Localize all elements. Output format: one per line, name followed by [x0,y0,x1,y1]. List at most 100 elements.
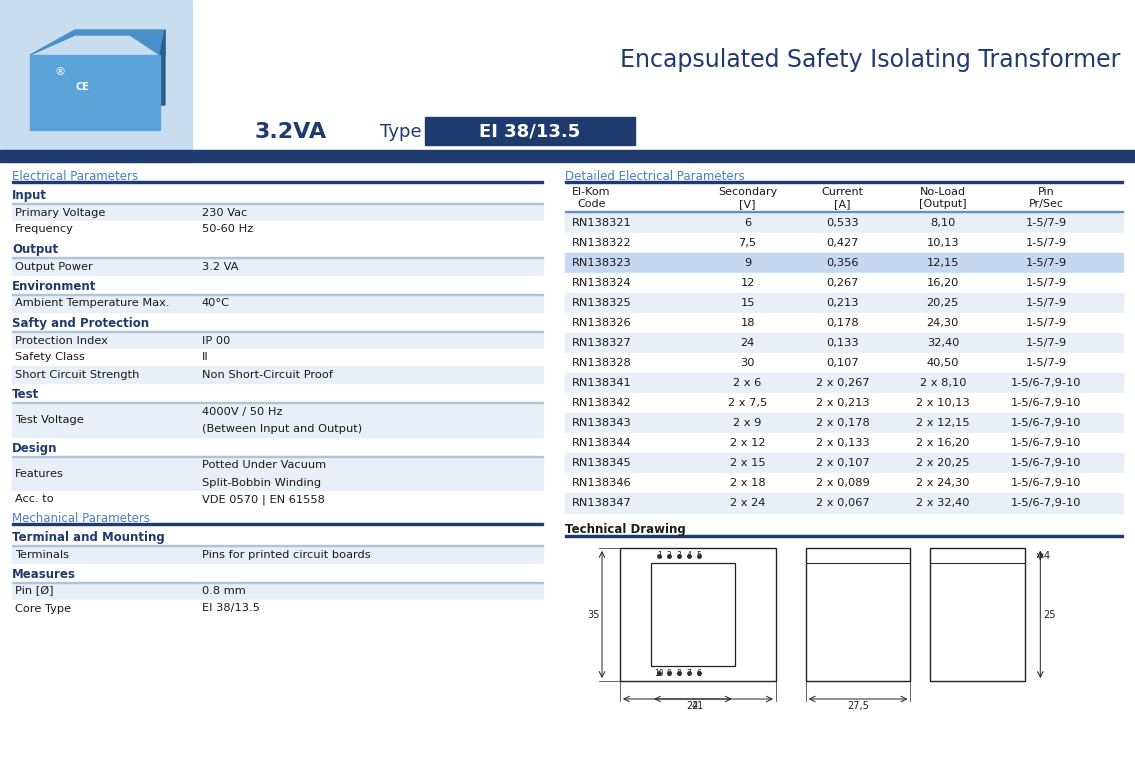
Text: RN138325: RN138325 [572,298,632,308]
Bar [565,273,1123,293]
Text: 7: 7 [687,669,691,678]
Bar [0,150,1135,162]
Text: 0,267: 0,267 [826,278,858,288]
Text: RN138342: RN138342 [572,398,631,408]
Text: 2 x 0,067: 2 x 0,067 [816,498,869,508]
Text: 0,107: 0,107 [826,358,859,368]
Text: 2 x 0,267: 2 x 0,267 [816,378,869,388]
Text: Safety Class: Safety Class [15,352,85,362]
Text: 2 x 0,213: 2 x 0,213 [816,398,869,408]
Polygon shape [30,55,160,105]
Text: 1-5/7-9: 1-5/7-9 [1026,298,1067,308]
Text: IP 00: IP 00 [202,336,230,345]
Bar [0,0,192,162]
Bar [12,491,543,508]
Text: (Between Input and Output): (Between Input and Output) [202,424,362,434]
Text: 2 x 0,178: 2 x 0,178 [816,418,869,428]
Text: 1-5/6-7,9-10: 1-5/6-7,9-10 [1011,498,1082,508]
Text: RN138328: RN138328 [572,358,632,368]
Text: 30: 30 [740,358,755,368]
Text: 1-5/6-7,9-10: 1-5/6-7,9-10 [1011,378,1082,388]
Bar [565,353,1123,373]
Text: Output Power: Output Power [15,261,93,271]
Text: Output: Output [12,243,58,256]
Text: Current
[A]: Current [A] [822,187,864,209]
Bar [12,258,543,275]
Text: 35: 35 [588,610,600,620]
Text: 1-5/6-7,9-10: 1-5/6-7,9-10 [1011,418,1082,428]
Text: Test Voltage: Test Voltage [15,415,84,425]
Text: 4: 4 [687,551,691,560]
Bar [565,293,1123,313]
Text: 1-5/6-7,9-10: 1-5/6-7,9-10 [1011,478,1082,488]
Text: 2 x 16,20: 2 x 16,20 [916,438,969,448]
Polygon shape [30,30,165,55]
Bar [651,563,734,666]
Text: 32,40: 32,40 [926,338,959,348]
Bar [565,213,1123,233]
Text: 1: 1 [657,551,662,560]
Text: 6: 6 [745,218,751,228]
Text: 2 x 12,15: 2 x 12,15 [916,418,969,428]
Bar [12,331,543,332]
Text: 0,133: 0,133 [826,338,859,348]
Text: Features: Features [15,469,64,479]
Text: 2 x 0,133: 2 x 0,133 [816,438,869,448]
Text: 4: 4 [1043,551,1050,561]
Bar [565,313,1123,333]
Bar [12,546,543,563]
Text: Detailed Electrical Parameters: Detailed Electrical Parameters [565,170,745,183]
Text: 1-5/7-9: 1-5/7-9 [1026,258,1067,268]
Bar [12,583,543,600]
Text: 1-5/7-9: 1-5/7-9 [1026,358,1067,368]
Text: Encapsulated Safety Isolating Transformer: Encapsulated Safety Isolating Transforme… [620,48,1120,72]
Bar [565,211,1123,212]
Text: 0,533: 0,533 [826,218,859,228]
Text: Protection Index: Protection Index [15,336,108,345]
Bar [565,493,1123,513]
Bar [565,433,1123,453]
Text: No-Load
[Output]: No-Load [Output] [919,187,967,209]
Text: 1-5/6-7,9-10: 1-5/6-7,9-10 [1011,458,1082,468]
Text: 4000V / 50 Hz: 4000V / 50 Hz [202,407,283,417]
Text: RN138343: RN138343 [572,418,632,428]
Text: RN138345: RN138345 [572,458,632,468]
Text: 24: 24 [740,338,755,348]
Polygon shape [30,105,160,130]
Polygon shape [160,30,165,105]
Text: 2 x 32,40: 2 x 32,40 [916,498,969,508]
Bar [424,117,634,145]
Text: 9: 9 [666,669,672,678]
Text: 7,5: 7,5 [739,238,757,248]
Text: CE: CE [75,82,89,92]
Text: 2 x 8,10: 2 x 8,10 [919,378,966,388]
Text: Pins for printed circuit boards: Pins for printed circuit boards [202,549,371,559]
Text: 0,356: 0,356 [826,258,859,268]
Text: Design: Design [12,442,58,455]
Text: Terminals: Terminals [15,549,69,559]
Bar [12,332,543,349]
Bar [565,535,1123,536]
Bar [565,473,1123,493]
Bar [565,453,1123,473]
Text: 0,213: 0,213 [826,298,859,308]
Text: 1-5/7-9: 1-5/7-9 [1026,238,1067,248]
Text: El-Kom
Code: El-Kom Code [572,187,611,209]
Text: 2 x 20,25: 2 x 20,25 [916,458,969,468]
Text: Environment: Environment [12,280,96,293]
Text: Pin
Pr/Sec: Pin Pr/Sec [1028,187,1063,209]
Text: Test: Test [12,388,40,401]
Text: 2 x 15: 2 x 15 [730,458,765,468]
Text: 40,50: 40,50 [926,358,959,368]
Text: Input: Input [12,189,47,202]
Text: 27,5: 27,5 [847,701,869,711]
Bar [565,233,1123,253]
Bar [12,600,543,617]
Text: 18: 18 [740,318,755,328]
Text: 2 x 7,5: 2 x 7,5 [728,398,767,408]
Text: 2 x 24,30: 2 x 24,30 [916,478,969,488]
Text: 12: 12 [740,278,755,288]
Bar [12,349,543,366]
Text: Secondary
[V]: Secondary [V] [718,187,777,209]
Text: Pin [Ø]: Pin [Ø] [15,587,53,597]
